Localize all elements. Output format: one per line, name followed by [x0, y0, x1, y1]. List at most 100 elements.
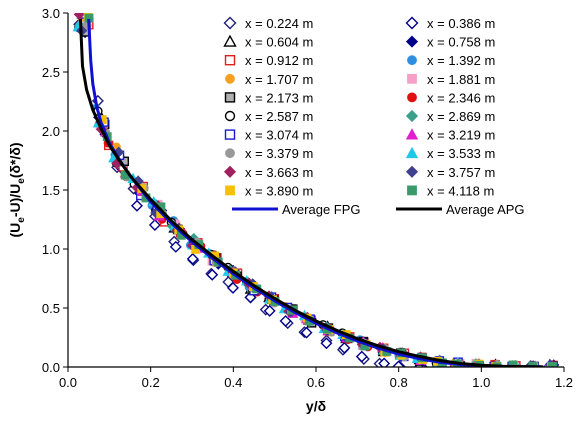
legend-marker	[405, 128, 419, 140]
data-point	[169, 240, 182, 253]
legend-label: x = 3.219 m	[427, 128, 495, 143]
legend-marker	[223, 34, 237, 47]
data-point	[378, 357, 391, 367]
x-tick-label: 0.0	[59, 375, 77, 390]
legend-marker	[405, 35, 419, 48]
data-point	[263, 304, 276, 317]
legend-label: x = 4.118 m	[427, 183, 494, 198]
data-point	[300, 326, 313, 339]
legend-marker	[405, 109, 419, 123]
x-tick-label: 0.2	[142, 375, 160, 390]
data-point	[320, 337, 333, 350]
data-point	[186, 252, 199, 265]
legend-label: x = 2.173 m	[245, 90, 313, 105]
legend-marker	[224, 110, 236, 122]
legend-label: x = 3.890 m	[245, 183, 313, 198]
legend-label: x = 3.757 m	[427, 165, 495, 180]
legend-item: x = 0.912 m	[224, 53, 313, 68]
legend-marker	[407, 55, 417, 66]
data-point	[226, 281, 239, 294]
data-point	[130, 199, 143, 212]
x-tick-label: 0.4	[224, 375, 242, 390]
legend-label: x = 3.074 m	[245, 128, 313, 143]
average-apg-line	[78, 18, 544, 367]
legend-item: Average FPG	[232, 202, 361, 217]
legend-item: x = 3.890 m	[225, 183, 313, 198]
legend-item: x = 2.346 m	[407, 90, 495, 105]
legend-item: x = 0.758 m	[405, 35, 495, 50]
legend-item: x = 3.219 m	[405, 128, 495, 143]
legend-item: Average APG	[396, 202, 525, 217]
legend-label: x = 0.758 m	[427, 35, 495, 50]
y-tick-label: 0.0	[42, 360, 60, 375]
legend-item: x = 0.604 m	[223, 34, 313, 50]
y-axis-title: (Ue-U)/Ue(δ*/δ)	[7, 143, 27, 238]
x-axis-ticks: 0.0 0.2 0.4 0.6 0.8 1.0 1.2	[59, 367, 573, 390]
legend-marker	[405, 16, 419, 30]
y-tick-label: 1.5	[42, 183, 60, 198]
x-tick-label: 0.6	[307, 375, 325, 390]
data-point	[338, 341, 351, 354]
x-tick-label: 1.0	[472, 375, 490, 390]
x-axis-title: y/δ	[306, 398, 326, 414]
legend-label: x = 0.912 m	[245, 53, 313, 68]
legend-label: x = 2.869 m	[427, 109, 495, 124]
legend-item: x = 3.074 m	[224, 128, 313, 143]
legend-item: x = 0.224 m	[223, 16, 313, 31]
legend-marker	[224, 129, 236, 140]
legend-marker	[223, 16, 237, 30]
legend-marker	[224, 92, 236, 103]
legend-item: x = 4.118 m	[407, 183, 494, 198]
legend-label: Average APG	[446, 202, 525, 217]
legend-label: x = 2.346 m	[427, 90, 495, 105]
legend-marker	[405, 146, 419, 159]
legend-item: x = 3.757 m	[405, 165, 495, 180]
legend-item: x = 1.881 m	[407, 72, 495, 87]
legend-label: x = 0.224 m	[245, 16, 313, 31]
x-tick-label: 0.8	[390, 375, 408, 390]
legend-marker	[225, 73, 235, 84]
data-point	[355, 350, 368, 363]
y-axis-ticks: 0.0 0.5 1.0 1.5 2.0 2.5 3.0	[42, 6, 68, 375]
legend-item: x = 1.707 m	[225, 72, 313, 87]
data-point	[392, 360, 405, 367]
legend-marker	[223, 165, 237, 178]
legend: x = 0.224 m x = 0.386 m x = 0.604 m x = 0.7…	[223, 16, 525, 217]
data-point	[279, 315, 292, 328]
y-tick-label: 1.0	[42, 242, 60, 257]
legend-item: x = 2.587 m	[224, 109, 313, 124]
legend-label: x = 0.604 m	[245, 35, 313, 50]
y-tick-label: 0.5	[42, 301, 60, 316]
legend-marker	[224, 55, 236, 66]
y-tick-label: 3.0	[42, 6, 60, 21]
y-tick-label: 2.5	[42, 65, 60, 80]
legend-label: x = 1.707 m	[245, 72, 313, 87]
legend-marker	[225, 185, 235, 196]
legend-label: x = 0.386 m	[427, 16, 495, 31]
x-tick-label: 1.2	[555, 375, 573, 390]
legend-item: x = 2.869 m	[405, 109, 495, 124]
legend-item: x = 3.533 m	[405, 146, 495, 161]
legend-marker	[405, 165, 419, 178]
y-tick-label: 2.0	[42, 124, 60, 139]
legend-label: x = 3.379 m	[245, 146, 313, 161]
legend-item: x = 3.663 m	[223, 165, 313, 180]
legend-label: x = 3.533 m	[427, 146, 495, 161]
data-point	[148, 219, 161, 232]
legend-item: x = 0.386 m	[405, 16, 495, 31]
data-point	[206, 268, 219, 281]
legend-marker	[407, 73, 417, 84]
legend-label: Average FPG	[282, 202, 361, 217]
legend-label: x = 3.663 m	[245, 165, 313, 180]
legend-marker	[407, 92, 417, 103]
legend-marker	[225, 148, 235, 159]
legend-item: x = 1.392 m	[407, 53, 495, 68]
legend-marker	[407, 185, 417, 196]
legend-label: x = 1.392 m	[427, 53, 495, 68]
legend-label: x = 1.881 m	[427, 72, 495, 87]
legend-item: x = 3.379 m	[225, 146, 313, 161]
average-lines	[78, 18, 544, 367]
legend-label: x = 2.587 m	[245, 109, 313, 124]
